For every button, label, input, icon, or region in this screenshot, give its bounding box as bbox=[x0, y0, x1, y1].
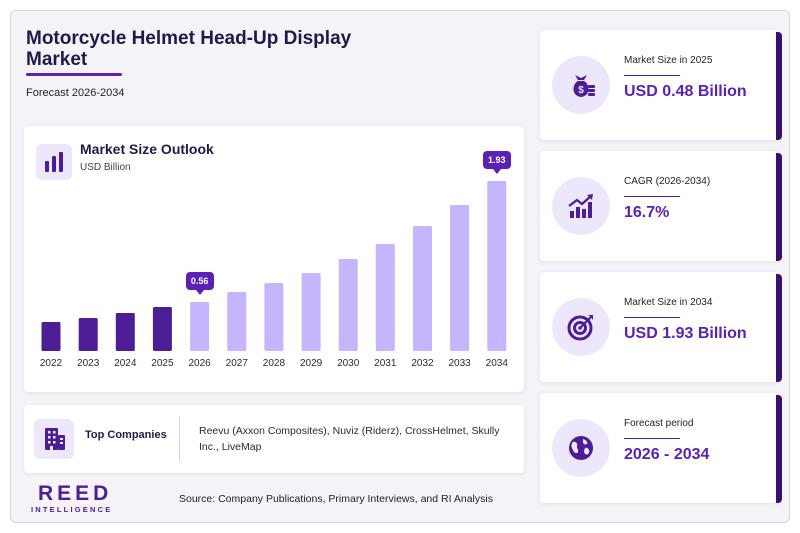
top-companies-title: Top Companies bbox=[85, 429, 167, 441]
brand-tagline: INTELLIGENCE bbox=[31, 505, 113, 514]
x-tick-label: 2032 bbox=[411, 358, 434, 369]
bar-chart-icon bbox=[36, 144, 72, 180]
x-tick-label: 2023 bbox=[77, 358, 100, 369]
bar-2034 bbox=[487, 181, 507, 351]
divider bbox=[179, 417, 180, 461]
stat-divider bbox=[624, 75, 680, 76]
x-tick-label: 2033 bbox=[448, 358, 471, 369]
chart-card: Market Size Outlook USD Billion 2022 2023… bbox=[24, 126, 524, 392]
stat-label: CAGR (2026-2034) bbox=[624, 176, 711, 187]
stat-card-market-size-2034: Market Size in 2034 USD 1.93 Billion bbox=[540, 272, 782, 382]
stat-divider bbox=[624, 196, 680, 197]
stat-card-cagr: CAGR (2026-2034) 16.7% bbox=[540, 151, 782, 261]
chart-units: USD Billion bbox=[80, 162, 131, 173]
stat-divider bbox=[624, 317, 680, 318]
x-tick-label: 2031 bbox=[374, 358, 397, 369]
data-label-2026: 0.56 bbox=[185, 272, 214, 295]
title-underline bbox=[26, 73, 122, 76]
bar-2023 bbox=[78, 318, 98, 351]
page-title: Motorcycle Helmet Head-Up Display Market bbox=[26, 28, 352, 70]
bar-2024 bbox=[115, 313, 135, 351]
x-tick-label: 2026 bbox=[188, 358, 211, 369]
money-bag-icon: $ bbox=[552, 56, 610, 114]
top-companies-list: Reevu (Axxon Composites), Nuviz (Riderz)… bbox=[199, 425, 500, 453]
x-tick-label: 2022 bbox=[40, 358, 63, 369]
svg-text:$: $ bbox=[578, 85, 584, 96]
bar-2026 bbox=[190, 302, 210, 351]
data-label-2034: 1.93 bbox=[482, 151, 511, 174]
stat-value: 16.7% bbox=[624, 204, 670, 221]
building-icon bbox=[34, 419, 74, 459]
chart-title: Market Size Outlook bbox=[80, 141, 214, 157]
growth-chart-icon bbox=[552, 177, 610, 235]
stat-label: Forecast period bbox=[624, 418, 694, 429]
bar-2027 bbox=[227, 292, 247, 351]
x-tick-label: 2025 bbox=[151, 358, 174, 369]
source-note: Source: Company Publications, Primary In… bbox=[179, 493, 493, 505]
bar-2022 bbox=[41, 322, 61, 351]
top-companies-card: Top Companies Reevu (Axxon Composites), … bbox=[24, 405, 524, 473]
stat-label: Market Size in 2034 bbox=[624, 297, 713, 308]
bar-chart: 2022 2023 2024 2025 2026 2027 2028 2029 2030 2031… bbox=[40, 181, 509, 369]
bar-2032 bbox=[413, 226, 432, 351]
page-subtitle: Forecast 2026-2034 bbox=[26, 87, 125, 99]
bar-2031 bbox=[375, 244, 395, 351]
x-tick-label: 2027 bbox=[226, 358, 249, 369]
x-tick-label: 2029 bbox=[300, 358, 323, 369]
stat-value: USD 1.93 Billion bbox=[624, 325, 747, 342]
stat-value: USD 0.48 Billion bbox=[624, 83, 747, 100]
bar-2030 bbox=[338, 259, 358, 351]
bar-2025 bbox=[152, 307, 172, 351]
bar-2029 bbox=[301, 273, 321, 351]
bar-2028 bbox=[264, 283, 284, 351]
x-tick-label: 2028 bbox=[263, 358, 286, 369]
target-icon bbox=[552, 298, 610, 356]
x-tick-label: 2024 bbox=[114, 358, 137, 369]
stat-value: 2026 - 2034 bbox=[624, 446, 710, 463]
stat-card-forecast-period: Forecast period 2026 - 2034 bbox=[540, 393, 782, 503]
brand-logo: REED bbox=[38, 482, 113, 505]
x-tick-label: 2034 bbox=[486, 358, 509, 369]
bar-2033 bbox=[450, 205, 470, 351]
stat-card-market-size-2025: $ Market Size in 2025 USD 0.48 Billion bbox=[540, 30, 782, 140]
globe-icon bbox=[552, 419, 610, 477]
x-tick-label: 2030 bbox=[337, 358, 360, 369]
stat-label: Market Size in 2025 bbox=[624, 55, 713, 66]
stat-divider bbox=[624, 438, 680, 439]
